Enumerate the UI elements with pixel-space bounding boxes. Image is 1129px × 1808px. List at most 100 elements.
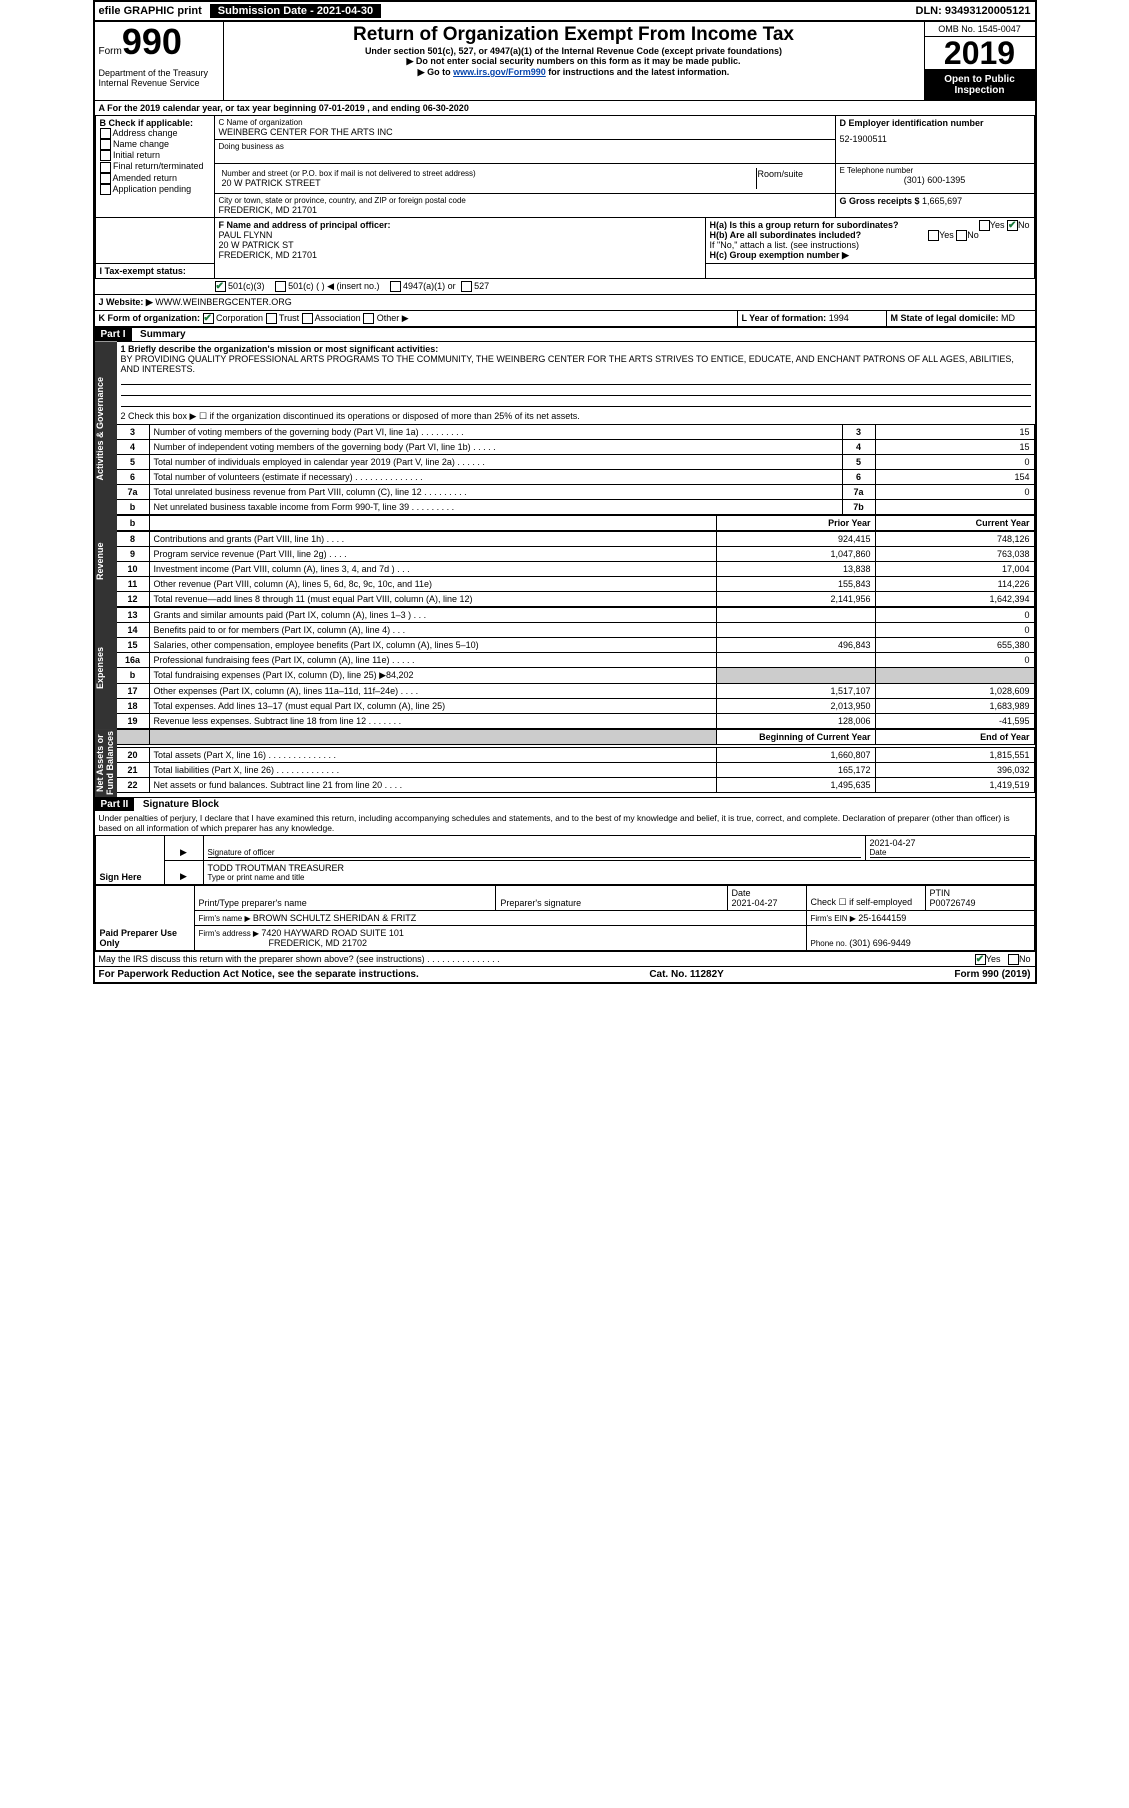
opt-assoc: Association xyxy=(315,313,361,323)
chk-501c[interactable] xyxy=(275,281,286,292)
opt-527: 527 xyxy=(474,281,489,291)
website-label: J Website: ▶ xyxy=(99,297,153,307)
tax-status-label: I Tax-exempt status: xyxy=(100,266,186,276)
city-value: FREDERICK, MD 21701 xyxy=(219,205,831,215)
form-title: Return of Organization Exempt From Incom… xyxy=(228,24,920,46)
prep-sig-label: Preparer's signature xyxy=(496,886,727,911)
website-url: WWW.WEINBERGCENTER.ORG xyxy=(155,297,292,307)
chk-amended[interactable] xyxy=(100,173,111,184)
ha-no: No xyxy=(1018,220,1030,230)
officer-label: F Name and address of principal officer: xyxy=(219,220,701,230)
opt-other: Other ▶ xyxy=(377,313,409,323)
part-2-tag: Part II xyxy=(95,798,135,811)
tax-year: 2019 xyxy=(925,37,1035,70)
l1-text: BY PROVIDING QUALITY PROFESSIONAL ARTS P… xyxy=(121,354,1031,374)
form-label: Form xyxy=(99,46,122,57)
h-b-note: If "No," attach a list. (see instruction… xyxy=(710,240,1030,250)
chk-4947[interactable] xyxy=(390,281,401,292)
chk-name-change[interactable] xyxy=(100,139,111,150)
firm-addr2: FREDERICK, MD 21702 xyxy=(199,938,368,948)
current-year-header: Current Year xyxy=(875,516,1034,531)
top-bar: efile GRAPHIC print Submission Date - 20… xyxy=(95,2,1035,22)
chk-ha-yes[interactable] xyxy=(979,220,990,231)
chk-discuss-yes[interactable] xyxy=(975,954,986,965)
block-c-street: Number and street (or P.O. box if mail i… xyxy=(214,164,835,194)
tax-status-row: 501(c)(3) 501(c) ( ) ◀ (insert no.) 4947… xyxy=(95,279,1035,295)
open-inspection: Open to Public Inspection xyxy=(925,70,1035,100)
chk-hb-yes[interactable] xyxy=(928,230,939,241)
form-subtitle-3: ▶ Go to www.irs.gov/Form990 for instruct… xyxy=(228,67,920,78)
form-number: 990 xyxy=(122,24,182,60)
form-footer: Form 990 (2019) xyxy=(954,969,1030,980)
block-d-ein: D Employer identification number 52-1900… xyxy=(835,116,1034,164)
cat-no: Cat. No. 11282Y xyxy=(649,969,723,980)
beginning-year-header: Beginning of Current Year xyxy=(716,730,875,745)
tab-revenue: Revenue xyxy=(95,515,117,607)
opt-corp: Corporation xyxy=(216,313,263,323)
chk-discuss-no[interactable] xyxy=(1008,954,1019,965)
block-d-phone: E Telephone number (301) 600-1395 xyxy=(835,164,1034,194)
firm-addr-label: Firm's address ▶ xyxy=(199,929,262,938)
revenue-header: b Prior Year Current Year xyxy=(117,515,1035,531)
pra-notice: For Paperwork Reduction Act Notice, see … xyxy=(99,969,419,980)
room-label: Room/suite xyxy=(756,168,829,189)
l-label: L Year of formation: xyxy=(742,313,829,323)
prep-date-label: Date xyxy=(732,888,751,898)
firm-name-label: Firm's name ▶ xyxy=(199,914,253,923)
check-self-employed: Check ☐ if self-employed xyxy=(806,886,925,911)
org-name: WEINBERG CENTER FOR THE ARTS INC xyxy=(219,127,831,137)
chk-app-pending[interactable] xyxy=(100,184,111,195)
form-page: efile GRAPHIC print Submission Date - 20… xyxy=(93,0,1037,984)
chk-527[interactable] xyxy=(461,281,472,292)
chk-corp[interactable] xyxy=(203,313,214,324)
discuss-no: No xyxy=(1019,954,1031,964)
chk-assoc[interactable] xyxy=(302,313,313,324)
chk-other[interactable] xyxy=(363,313,374,324)
form-header: Form 990 Department of the Treasury Inte… xyxy=(95,22,1035,101)
opt-app-pending: Application pending xyxy=(113,184,192,194)
block-g-gross: G Gross receipts $ 1,665,697 xyxy=(835,194,1034,218)
phone-value: (301) 600-1395 xyxy=(840,175,1030,185)
block-h: H(a) Is this a group return for subordin… xyxy=(705,218,1034,264)
submission-date: Submission Date - 2021-04-30 xyxy=(210,4,381,18)
netassets-header: Beginning of Current Year End of Year xyxy=(117,729,1035,745)
part-1-body: Activities & Governance 1 Briefly descri… xyxy=(95,341,1035,797)
chk-final-return[interactable] xyxy=(100,162,111,173)
sub3-pre: ▶ Go to xyxy=(418,67,453,77)
entity-block: B Check if applicable: Address change Na… xyxy=(95,116,1035,218)
m-label: M State of legal domicile: xyxy=(891,313,1002,323)
l2-text: 2 Check this box ▶ ☐ if the organization… xyxy=(121,407,1031,422)
tab-expenses: Expenses xyxy=(95,607,117,729)
header-right: OMB No. 1545-0047 2019 Open to Public In… xyxy=(924,22,1035,100)
form-subtitle-1: Under section 501(c), 527, or 4947(a)(1)… xyxy=(228,46,920,56)
officer-name: PAUL FLYNN xyxy=(219,230,701,240)
l1-label: 1 Briefly describe the organization's mi… xyxy=(121,344,439,354)
page-footer: For Paperwork Reduction Act Notice, see … xyxy=(95,966,1035,982)
prior-year-header: Prior Year xyxy=(716,516,875,531)
chk-initial-return[interactable] xyxy=(100,150,111,161)
k-l-m-row: K Form of organization: Corporation Trus… xyxy=(95,311,1035,327)
l-value: 1994 xyxy=(829,313,849,323)
header-left: Form 990 Department of the Treasury Inte… xyxy=(95,22,224,100)
part-2-title: Signature Block xyxy=(137,799,219,810)
chk-trust[interactable] xyxy=(266,313,277,324)
chk-ha-no[interactable] xyxy=(1007,220,1018,231)
form-subtitle-2: ▶ Do not enter social security numbers o… xyxy=(228,56,920,67)
hb-no: No xyxy=(967,230,979,240)
chk-501c3[interactable] xyxy=(215,281,226,292)
chk-hb-no[interactable] xyxy=(956,230,967,241)
chk-address-change[interactable] xyxy=(100,128,111,139)
opt-address-change: Address change xyxy=(113,128,178,138)
expenses-table: 13Grants and similar amounts paid (Part … xyxy=(117,607,1035,729)
dln: DLN: 93493120005121 xyxy=(916,5,1031,17)
dba-label: Doing business as xyxy=(219,142,831,151)
opt-501c3: 501(c)(3) xyxy=(228,281,265,291)
form990-link[interactable]: www.irs.gov/Form990 xyxy=(453,67,546,77)
sig-date-label: Date xyxy=(870,848,1030,858)
opt-final-return: Final return/terminated xyxy=(113,161,204,171)
prep-date: 2021-04-27 xyxy=(732,898,778,908)
dept-label: Department of the Treasury Internal Reve… xyxy=(99,68,219,88)
opt-trust: Trust xyxy=(279,313,299,323)
paid-preparer-block: Paid Preparer Use Only Print/Type prepar… xyxy=(95,885,1035,951)
officer-printed-name: TODD TROUTMAN TREASURER xyxy=(208,863,1030,873)
